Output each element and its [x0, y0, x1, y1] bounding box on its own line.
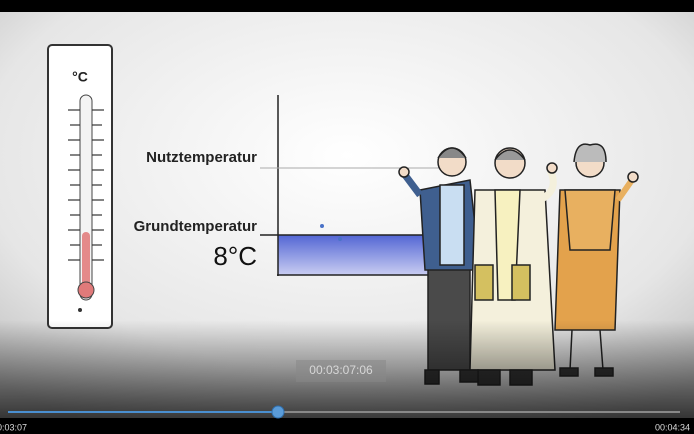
timecode-text: 00:03:07:06: [309, 363, 373, 377]
water-level: [278, 235, 433, 275]
video-player: °C Nutztemperatur Grundtemperatur 8°C: [0, 0, 694, 434]
label-grundtemperatur: Grundtemperatur: [134, 218, 258, 235]
page: °C Nutztemperatur Grundtemperatur 8°C: [0, 0, 694, 434]
current-time: 0:03:07: [0, 422, 27, 432]
thermometer: °C: [48, 45, 112, 328]
progress-knob[interactable]: [272, 406, 284, 418]
thermometer-unit: °C: [72, 69, 88, 85]
controls-bar: [0, 418, 694, 434]
total-time: 00:04:34: [655, 422, 690, 432]
temperature-value: 8°C: [213, 241, 257, 271]
label-nutztemperatur: Nutztemperatur: [146, 149, 257, 166]
